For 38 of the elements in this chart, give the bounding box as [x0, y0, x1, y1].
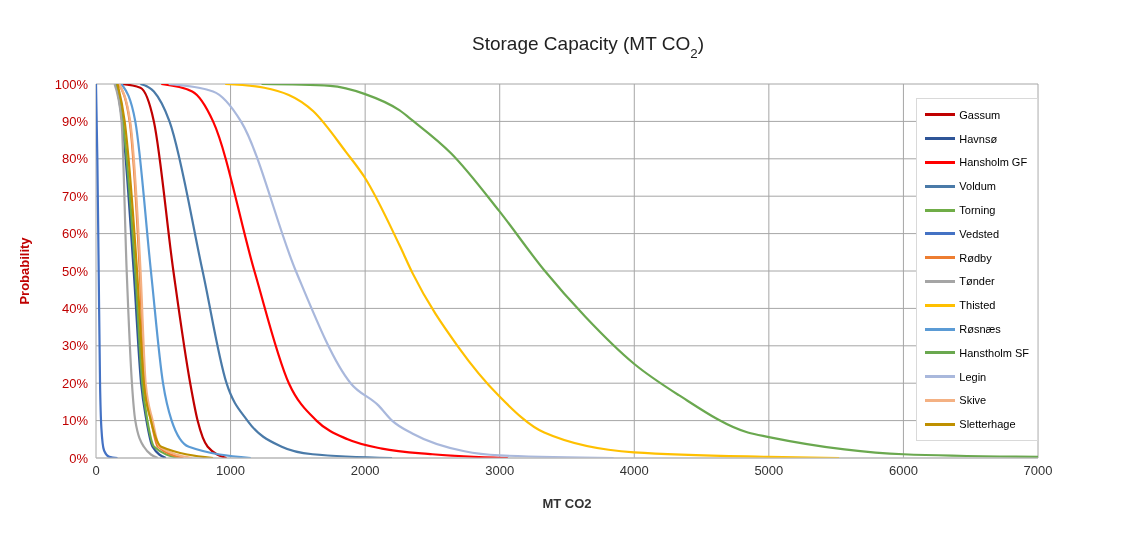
legend-label: Rødby [959, 251, 992, 264]
y-tick-label: 30% [61, 338, 89, 354]
legend-label: Torning [959, 204, 996, 217]
x-tick-label: 7000 [1023, 463, 1053, 479]
legend-label: Havnsø [959, 132, 998, 145]
y-tick-label: 70% [61, 188, 89, 204]
legend-label: Vedsted [959, 227, 1000, 240]
x-tick-label: 6000 [888, 463, 918, 479]
legend-label: Hansholm GF [959, 156, 1028, 169]
x-tick-label: 2000 [350, 463, 380, 479]
legend-label: Voldum [959, 180, 996, 193]
y-tick-label: 80% [61, 151, 89, 167]
legend-label: Thisted [959, 299, 996, 312]
legend-label: Tønder [959, 275, 995, 288]
chart-title: Storage Capacity (MT CO$_{2}$) [472, 33, 704, 61]
y-tick-label: 20% [61, 375, 89, 391]
legend-label: Sletterhage [959, 418, 1016, 431]
legend-label: Skive [959, 394, 987, 407]
line-series [120, 84, 228, 458]
y-tick-label: 40% [61, 301, 89, 317]
x-tick-label: 3000 [485, 463, 515, 479]
line-series [260, 84, 1038, 458]
x-tick-label: 4000 [619, 463, 649, 479]
x-tick-label: 5000 [754, 463, 784, 479]
legend-label: Gassum [959, 108, 1001, 121]
x-tick-label: 1000 [216, 463, 246, 479]
y-tick-label: 50% [61, 263, 89, 279]
legend-label: Hanstholm SF [959, 346, 1029, 359]
y-tick-label: 100% [54, 76, 89, 92]
legend-label: Røsnæs [959, 323, 1001, 336]
y-tick-label: 10% [61, 413, 89, 429]
x-tick-label: 0 [92, 463, 100, 479]
legend-label: Legin [959, 370, 987, 383]
y-axis-title: Probability [16, 236, 32, 305]
y-tick-label: 90% [61, 114, 89, 130]
y-tick-label: 0% [69, 450, 89, 466]
y-tick-label: 60% [61, 226, 89, 242]
x-axis-title: MT CO2 [542, 496, 592, 511]
